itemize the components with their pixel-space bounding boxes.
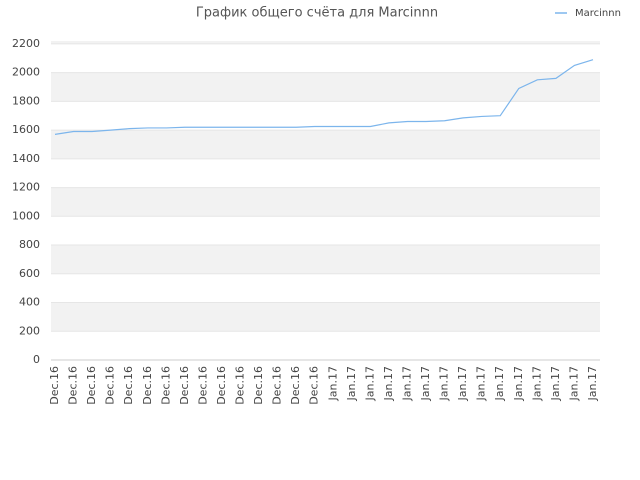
x-tick-label: Dec.16 (48, 366, 61, 405)
grid-band (51, 130, 600, 159)
y-tick-label: 2000 (12, 66, 40, 79)
x-tick-label: Jan.17 (475, 366, 488, 401)
y-tick-label: 1400 (12, 152, 40, 165)
x-tick-label: Dec.16 (85, 366, 98, 405)
x-tick-label: Jan.17 (530, 366, 543, 401)
x-tick-label: Dec.16 (289, 366, 302, 405)
x-tick-label: Dec.16 (196, 366, 209, 405)
x-tick-label: Jan.17 (419, 366, 432, 401)
x-tick-label: Dec.16 (159, 366, 172, 405)
y-tick-label: 1200 (12, 181, 40, 194)
x-tick-label: Jan.17 (549, 366, 562, 401)
x-tick-label: Dec.16 (308, 366, 321, 405)
grid-band (51, 72, 600, 102)
x-tick-label: Jan.17 (567, 366, 580, 401)
x-tick-label: Jan.17 (586, 366, 599, 401)
x-tick-label: Dec.16 (271, 366, 284, 405)
grid-band (51, 245, 600, 274)
x-tick-label: Jan.17 (493, 366, 506, 401)
chart-title: График общего счёта для Marcinnn (196, 6, 438, 21)
x-tick-label: Jan.17 (326, 366, 339, 401)
x-tick-label: Jan.17 (345, 366, 358, 401)
x-tick-label: Dec.16 (234, 366, 247, 405)
x-tick-label: Jan.17 (512, 366, 525, 401)
x-tick-label: Dec.16 (104, 366, 117, 405)
grid-band (51, 187, 600, 217)
grid-band (51, 302, 600, 332)
y-tick-label: 0 (33, 353, 40, 366)
y-tick-label: 2200 (12, 37, 40, 50)
grid-band (51, 41, 600, 44)
x-tick-label: Jan.17 (456, 366, 469, 401)
x-tick-label: Jan.17 (382, 366, 395, 401)
y-tick-label: 1600 (12, 123, 40, 136)
line (54, 59, 594, 135)
x-tick-label: Dec.16 (215, 366, 228, 405)
legend-label: Marcinnn (575, 8, 621, 19)
x-tick-label: Dec.16 (252, 366, 265, 405)
y-tick-label: 1000 (12, 209, 40, 222)
y-tick-label: 600 (19, 267, 40, 280)
x-tick-label: Dec.16 (67, 366, 80, 405)
x-tick-label: Dec.16 (178, 366, 191, 405)
x-tick-label: Dec.16 (141, 366, 154, 405)
y-tick-label: 800 (19, 238, 40, 251)
x-tick-label: Jan.17 (438, 366, 451, 401)
x-tick-label: Jan.17 (363, 366, 376, 401)
y-tick-label: 200 (19, 324, 40, 337)
x-tick-label: Dec.16 (122, 366, 135, 405)
x-tick-label: Jan.17 (400, 366, 413, 401)
y-tick-label: 1800 (12, 94, 40, 107)
y-tick-label: 400 (19, 296, 40, 309)
